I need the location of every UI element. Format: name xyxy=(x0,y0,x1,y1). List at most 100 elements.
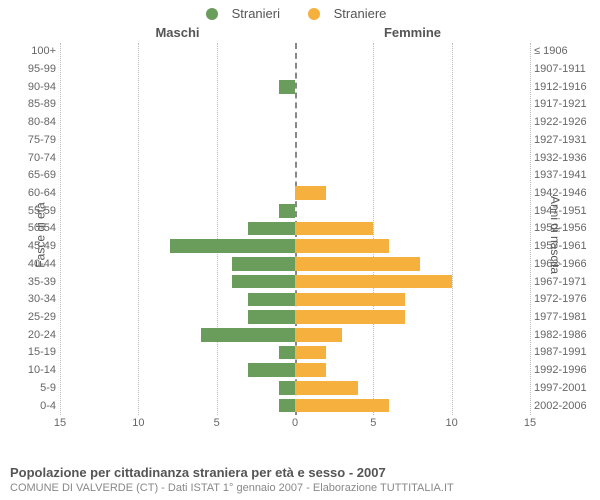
bar-male xyxy=(170,239,295,252)
bar-female xyxy=(295,363,326,376)
age-label: 45-49 xyxy=(28,240,60,252)
age-label: 0-4 xyxy=(40,400,60,412)
header-male: Maschi xyxy=(60,25,295,40)
male-half xyxy=(60,308,295,326)
birth-label: 1957-1961 xyxy=(530,240,587,252)
x-tick: 15 xyxy=(54,417,66,429)
female-half xyxy=(295,326,530,344)
pyramid-row: 50-541952-1956 xyxy=(60,220,530,238)
x-tick: 10 xyxy=(446,417,458,429)
birth-label: 1917-1921 xyxy=(530,98,587,110)
birth-label: 1992-1996 xyxy=(530,364,587,376)
pyramid-row: 15-191987-1991 xyxy=(60,344,530,362)
birth-label: 1927-1931 xyxy=(530,134,587,146)
female-half xyxy=(295,237,530,255)
birth-label: 1932-1936 xyxy=(530,152,587,164)
male-half xyxy=(60,273,295,291)
chart-area: Maschi Femmine Fasce di età Anni di nasc… xyxy=(0,25,600,445)
male-half xyxy=(60,237,295,255)
male-half xyxy=(60,255,295,273)
plot-area: 100+≤ 190695-991907-191190-941912-191685… xyxy=(60,43,530,415)
male-half xyxy=(60,291,295,309)
female-half xyxy=(295,308,530,326)
legend-label-male: Stranieri xyxy=(232,6,280,21)
header-female: Femmine xyxy=(295,25,530,40)
bar-female xyxy=(295,293,405,306)
pyramid-row: 65-691937-1941 xyxy=(60,167,530,185)
pyramid-row: 70-741932-1936 xyxy=(60,149,530,167)
age-label: 60-64 xyxy=(28,187,60,199)
male-half xyxy=(60,184,295,202)
bar-male xyxy=(201,328,295,341)
birth-label: 1947-1951 xyxy=(530,205,587,217)
female-half xyxy=(295,361,530,379)
pyramid-row: 10-141992-1996 xyxy=(60,361,530,379)
male-half xyxy=(60,131,295,149)
legend-item-male: Stranieri xyxy=(206,6,288,21)
legend-swatch-female xyxy=(308,8,320,20)
female-half xyxy=(295,131,530,149)
male-half xyxy=(60,149,295,167)
birth-label: 1962-1966 xyxy=(530,258,587,270)
age-label: 15-19 xyxy=(28,346,60,358)
female-half xyxy=(295,78,530,96)
male-half xyxy=(60,202,295,220)
bar-female xyxy=(295,239,389,252)
age-label: 100+ xyxy=(31,45,60,57)
male-half xyxy=(60,361,295,379)
pyramid-row: 60-641942-1946 xyxy=(60,184,530,202)
bar-female xyxy=(295,381,358,394)
bar-male xyxy=(248,222,295,235)
male-half xyxy=(60,326,295,344)
pyramid-row: 55-591947-1951 xyxy=(60,202,530,220)
birth-label: 1907-1911 xyxy=(530,63,586,75)
female-half xyxy=(295,291,530,309)
bar-female xyxy=(295,399,389,412)
pyramid-row: 35-391967-1971 xyxy=(60,273,530,291)
bar-female xyxy=(295,346,326,359)
pyramid-row: 45-491957-1961 xyxy=(60,237,530,255)
pyramid-row: 100+≤ 1906 xyxy=(60,43,530,61)
legend: Stranieri Straniere xyxy=(0,0,600,25)
x-tick: 5 xyxy=(214,417,220,429)
age-label: 20-24 xyxy=(28,329,60,341)
x-axis: 15105051015 xyxy=(60,417,530,433)
bar-female xyxy=(295,222,373,235)
x-tick: 5 xyxy=(370,417,376,429)
birth-label: 1952-1956 xyxy=(530,222,587,234)
birth-label: 1987-1991 xyxy=(530,346,587,358)
birth-label: 1922-1926 xyxy=(530,116,587,128)
age-label: 90-94 xyxy=(28,81,60,93)
birth-label: 1972-1976 xyxy=(530,293,587,305)
pyramid-row: 0-42002-2006 xyxy=(60,397,530,415)
age-label: 5-9 xyxy=(40,382,60,394)
female-half xyxy=(295,43,530,61)
male-half xyxy=(60,220,295,238)
age-label: 55-59 xyxy=(28,205,60,217)
footer: Popolazione per cittadinanza straniera p… xyxy=(10,465,590,494)
age-label: 25-29 xyxy=(28,311,60,323)
pyramid-row: 5-91997-2001 xyxy=(60,379,530,397)
bar-male xyxy=(279,80,295,93)
male-half xyxy=(60,397,295,415)
bar-female xyxy=(295,328,342,341)
pyramid-row: 30-341972-1976 xyxy=(60,291,530,309)
bar-female xyxy=(295,257,420,270)
male-half xyxy=(60,78,295,96)
age-label: 40-44 xyxy=(28,258,60,270)
age-label: 30-34 xyxy=(28,293,60,305)
pyramid-row: 85-891917-1921 xyxy=(60,96,530,114)
legend-item-female: Straniere xyxy=(308,6,395,21)
age-label: 50-54 xyxy=(28,222,60,234)
female-half xyxy=(295,167,530,185)
birth-label: 1912-1916 xyxy=(530,81,587,93)
female-half xyxy=(295,344,530,362)
male-half xyxy=(60,96,295,114)
male-half xyxy=(60,60,295,78)
female-half xyxy=(295,379,530,397)
male-half xyxy=(60,379,295,397)
bar-male xyxy=(279,204,295,217)
birth-label: 2002-2006 xyxy=(530,400,587,412)
bar-rows: 100+≤ 190695-991907-191190-941912-191685… xyxy=(60,43,530,415)
pyramid-row: 90-941912-1916 xyxy=(60,78,530,96)
